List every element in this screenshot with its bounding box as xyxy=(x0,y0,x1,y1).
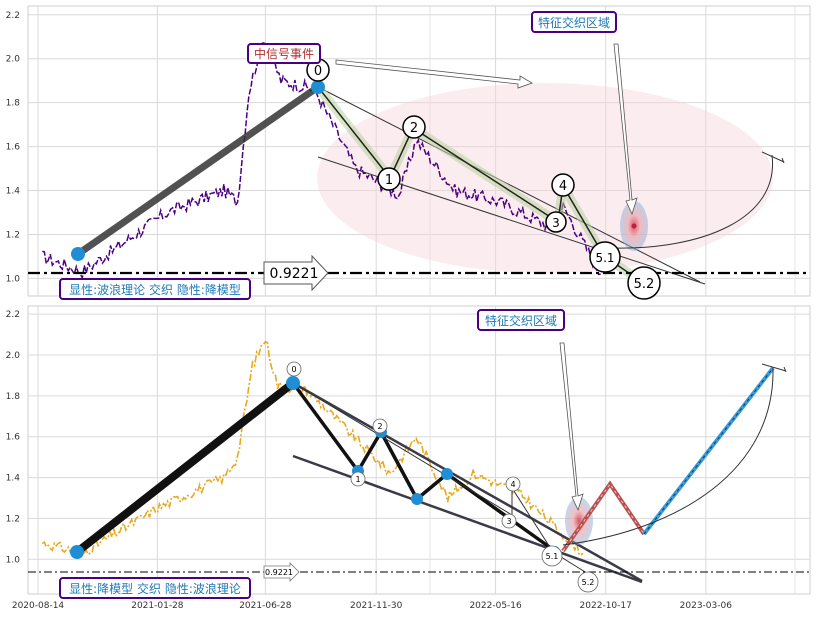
bottom-wave-label-5-2: 5.2 xyxy=(577,571,599,593)
bottom-wave-label-3: 3 xyxy=(501,513,517,529)
bottom-hotspot xyxy=(565,497,593,545)
bottom-wave-label-5-1: 5.1 xyxy=(541,545,563,567)
svg-text:4: 4 xyxy=(510,480,515,489)
svg-text:1: 1 xyxy=(355,475,360,484)
top-price-series xyxy=(42,42,601,281)
top-event-arrow xyxy=(335,59,533,89)
top-hotspot-center xyxy=(631,223,637,229)
x-tick-3: 2021-11-30 xyxy=(350,601,403,611)
svg-text:显性:降模型 交织 隐性:波浪理论: 显性:降模型 交织 隐性:波浪理论 xyxy=(69,581,241,596)
top-threshold-label: 0.9221 xyxy=(263,254,329,292)
bottom-projection-bracket xyxy=(761,363,787,373)
bottom-wave-label-1: 1 xyxy=(350,471,366,487)
top-wave-labels: 0 1 2 3 4 5.1 5.2 xyxy=(306,58,661,300)
y-tick-0-3: 1.6 xyxy=(6,143,21,153)
x-tick-0: 2020-08-14 xyxy=(12,601,65,611)
bottom-projection-red-dash xyxy=(562,483,645,552)
top-event-label: 中信号事件 xyxy=(247,43,321,64)
x-tick-5: 2022-10-17 xyxy=(580,601,632,611)
svg-text:特征交织区域: 特征交织区域 xyxy=(538,15,610,30)
top-region-arrow xyxy=(613,43,638,216)
y-tick-1-6: 2.2 xyxy=(6,310,20,320)
x-tick-2: 2021-06-28 xyxy=(239,601,292,611)
top-wave-label-5-2: 5.2 xyxy=(627,266,661,300)
top-wave-label-4: 4 xyxy=(551,173,575,197)
bottom-projection-blue-dash xyxy=(643,367,774,535)
y-tick-0-2: 1.4 xyxy=(6,187,21,197)
svg-text:0: 0 xyxy=(314,64,322,79)
svg-text:0: 0 xyxy=(291,365,296,374)
top-projection-arc xyxy=(611,154,773,249)
y-tick-0-0: 1.0 xyxy=(6,274,21,284)
top-peak-dot xyxy=(311,80,325,94)
x-tick-4: 2022-05-16 xyxy=(469,601,522,611)
top-region-ellipse xyxy=(317,83,773,273)
y-tick-1-2: 1.4 xyxy=(6,474,21,484)
bottom-wave-labels: 0 1 2 3 4 5.1 5.2 xyxy=(286,361,599,593)
svg-text:2: 2 xyxy=(377,422,382,431)
bottom-wave-label-2: 2 xyxy=(372,418,388,434)
svg-text:中信号事件: 中信号事件 xyxy=(254,46,314,61)
bottom-legend-box: 显性:降模型 交织 隐性:波浪理论 xyxy=(59,577,251,599)
bottom-y-ticks: 1.0 1.2 1.4 1.6 1.8 2.0 2.2 xyxy=(6,310,21,565)
svg-text:0.9221: 0.9221 xyxy=(265,568,293,577)
x-tick-1: 2021-01-28 xyxy=(131,601,184,611)
y-tick-1-4: 1.8 xyxy=(6,392,21,402)
svg-text:3: 3 xyxy=(506,517,511,526)
bottom-x-ticks: 2020-08-14 2021-01-28 2021-06-28 2021-11-30… xyxy=(12,601,732,611)
bottom-grid xyxy=(28,306,810,594)
svg-text:特征交织区域: 特征交织区域 xyxy=(485,313,557,328)
top-y-ticks: 1.0 1.2 1.4 1.6 1.8 2.0 2.2 xyxy=(6,11,21,285)
svg-text:4: 4 xyxy=(559,179,567,194)
y-tick-1-5: 2.0 xyxy=(6,351,21,361)
y-tick-0-6: 2.2 xyxy=(6,11,20,21)
y-tick-1-1: 1.2 xyxy=(6,514,20,524)
top-wave-arm xyxy=(76,84,320,257)
bottom-wave-label-4: 4 xyxy=(505,476,521,492)
y-tick-0-4: 1.8 xyxy=(6,99,21,109)
svg-text:5.2: 5.2 xyxy=(634,277,655,292)
bottom-plot-area xyxy=(27,305,811,595)
svg-text:1: 1 xyxy=(385,173,393,188)
top-wave-label-5-1: 5.1 xyxy=(589,241,621,273)
top-region-label: 特征交织区域 xyxy=(531,11,617,33)
bottom-region-label: 特征交织区域 xyxy=(477,309,565,331)
svg-text:5.1: 5.1 xyxy=(595,251,614,265)
y-tick-1-3: 1.6 xyxy=(6,433,21,443)
x-tick-6: 2023-03-06 xyxy=(680,601,733,611)
svg-text:显性:波浪理论 交织 隐性:降模型: 显性:波浪理论 交织 隐性:降模型 xyxy=(69,282,241,297)
top-wave-label-2: 2 xyxy=(402,115,426,139)
bottom-channel-upper xyxy=(292,381,643,583)
svg-text:2: 2 xyxy=(410,121,418,136)
bottom-projection-arc xyxy=(562,367,774,546)
y-tick-0-1: 1.2 xyxy=(6,230,20,240)
bottom-wave-label-0: 0 xyxy=(286,361,302,377)
svg-text:5.1: 5.1 xyxy=(546,552,559,561)
svg-text:0.9221: 0.9221 xyxy=(270,266,319,282)
bottom-threshold-label: 0.9221 xyxy=(263,562,300,582)
svg-text:3: 3 xyxy=(552,216,560,230)
top-legend-box: 显性:波浪理论 交织 隐性:降模型 xyxy=(59,278,251,300)
top-wave-label-1: 1 xyxy=(377,167,401,191)
y-tick-0-5: 2.0 xyxy=(6,55,21,65)
bottom-main-arm xyxy=(74,379,296,556)
top-start-dot xyxy=(71,247,85,261)
bottom-region-arrow xyxy=(559,342,584,512)
y-tick-1-0: 1.0 xyxy=(6,555,21,565)
top-projection-bracket xyxy=(761,151,785,164)
top-plot-area xyxy=(27,5,811,297)
svg-text:5.2: 5.2 xyxy=(582,578,595,587)
top-wave-label-3: 3 xyxy=(545,211,567,233)
